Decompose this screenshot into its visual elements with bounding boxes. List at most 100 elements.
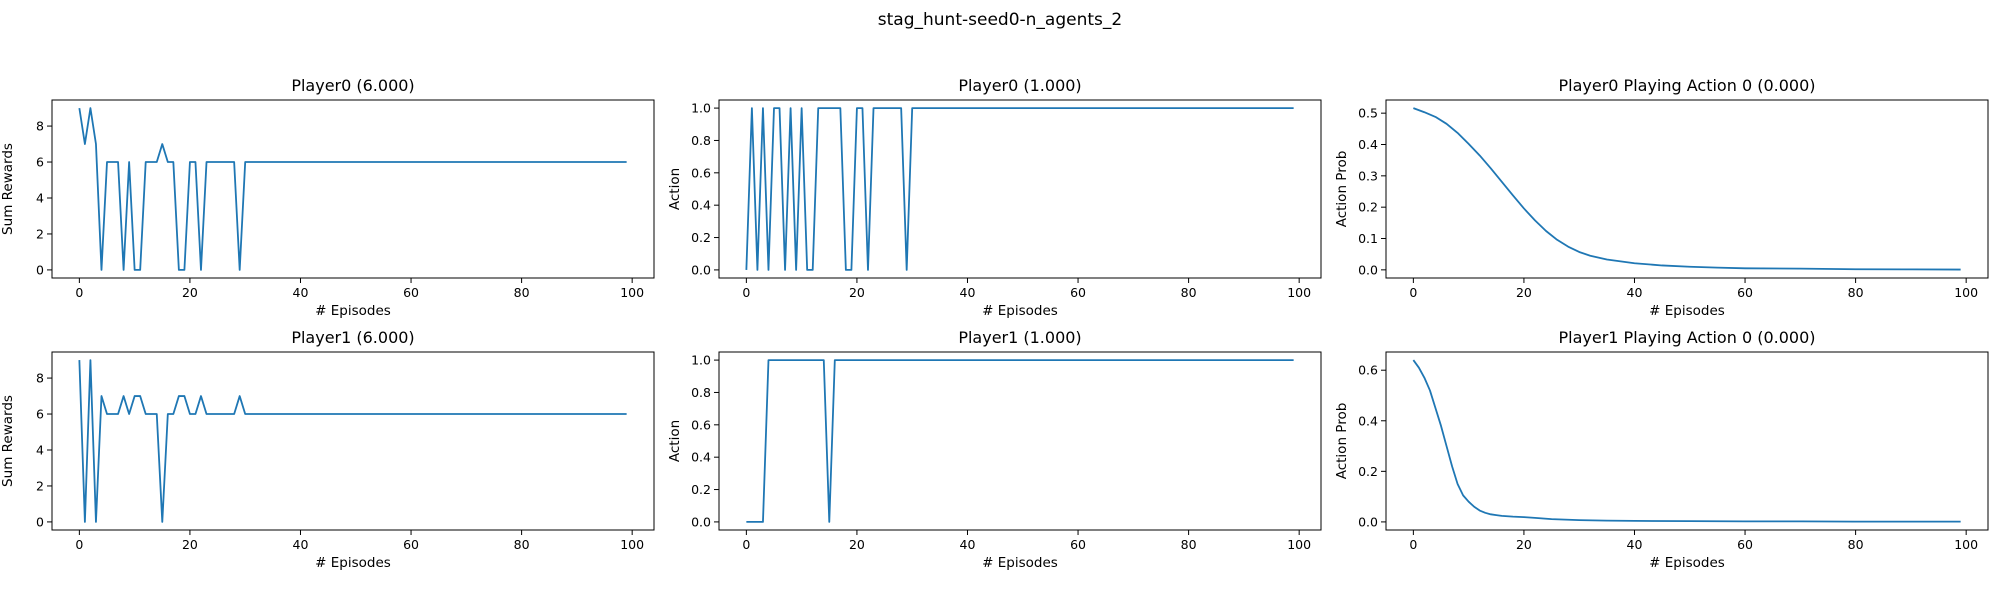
x-tick-label: 80: [1848, 537, 1864, 552]
x-tick-label: 100: [1954, 285, 1978, 300]
series-line: [78, 107, 627, 271]
subplot-title: Player1 (6.000): [291, 328, 414, 347]
y-tick-label: 6: [36, 407, 44, 422]
axes-frame: [51, 351, 655, 531]
y-tick-label: 2: [36, 226, 44, 241]
y-axis-label: Action Prob: [1334, 151, 1350, 228]
y-tick-label: 0.6: [691, 417, 711, 432]
y-tick-label: 0.4: [691, 198, 711, 213]
x-tick-label: 80: [1181, 537, 1197, 552]
y-tick-label: 4: [36, 442, 44, 457]
x-tick-label: 60: [403, 537, 419, 552]
y-tick-label: 1.0: [691, 101, 711, 116]
y-tick-label: 0.5: [1358, 106, 1378, 121]
axes-frame: [718, 351, 1322, 531]
x-tick-label: 0: [742, 537, 750, 552]
subplot-title: Player1 Playing Action 0 (0.000): [1559, 328, 1816, 347]
x-tick-label: 60: [1737, 537, 1753, 552]
x-axis-label: # Episodes: [1649, 555, 1725, 571]
y-tick-label: 0.8: [691, 385, 711, 400]
x-tick-label: 60: [1070, 537, 1086, 552]
y-tick-label: 0: [36, 514, 44, 529]
x-tick-label: 80: [514, 285, 530, 300]
x-tick-label: 100: [620, 537, 644, 552]
x-tick-label: 100: [620, 285, 644, 300]
y-tick-label: 0.0: [691, 262, 711, 277]
y-tick-label: 0.6: [691, 165, 711, 180]
y-axis-label: Sum Rewards: [0, 395, 16, 487]
x-tick-label: 20: [182, 285, 198, 300]
y-tick-label: 0.1: [1358, 231, 1378, 246]
series-line: [1413, 107, 1961, 271]
x-tick-label: 100: [1954, 537, 1978, 552]
y-tick-label: 0.0: [691, 514, 711, 529]
y-tick-label: 4: [36, 190, 44, 205]
subplot-4: Player1 (6.000) 0 20 40 60 80 100 0 2 4 6 8 # Episod…: [0, 328, 655, 571]
y-tick-label: 0.3: [1358, 168, 1378, 183]
subplot-title: Player0 Playing Action 0 (0.000): [1559, 76, 1816, 95]
subplot-title: Player0 (6.000): [291, 76, 414, 95]
x-tick-label: 100: [1287, 285, 1311, 300]
x-tick-label: 20: [1516, 285, 1532, 300]
y-axis-label: Sum Rewards: [0, 143, 16, 235]
subplot-title: Player1 (1.000): [958, 328, 1081, 347]
x-tick-label: 20: [1516, 537, 1532, 552]
subplot-3: Player0 Playing Action 0 (0.000) 0 20 40 60 8…: [1334, 76, 1989, 319]
y-tick-label: 0.4: [1358, 137, 1378, 152]
subplot-1: Player0 (6.000) 0 20 40 60 80 100 0 2 4 6 8 # Episod…: [0, 76, 655, 319]
x-tick-label: 40: [293, 285, 309, 300]
y-tick-label: 0.0: [1358, 262, 1378, 277]
series-line: [78, 359, 627, 523]
y-tick-label: 0.2: [691, 230, 711, 245]
x-tick-label: 40: [1627, 285, 1643, 300]
x-tick-label: 100: [1287, 537, 1311, 552]
x-tick-label: 60: [403, 285, 419, 300]
x-tick-label: 0: [742, 285, 750, 300]
y-tick-label: 8: [36, 119, 44, 134]
axes-frame: [51, 99, 655, 279]
x-tick-label: 20: [182, 537, 198, 552]
x-tick-label: 0: [75, 537, 83, 552]
x-axis-label: # Episodes: [1649, 303, 1725, 319]
y-tick-label: 0.2: [1358, 464, 1378, 479]
x-tick-label: 40: [293, 537, 309, 552]
y-tick-label: 6: [36, 155, 44, 170]
x-tick-label: 0: [1409, 537, 1417, 552]
y-tick-label: 8: [36, 371, 44, 386]
subplot-5: Player1 (1.000) 0 20 40 60 80 100 0.0 0.2 0.4 0.6 0…: [667, 328, 1322, 571]
y-tick-label: 0.4: [691, 450, 711, 465]
x-tick-label: 40: [960, 285, 976, 300]
y-axis-label: Action Prob: [1334, 403, 1350, 480]
y-tick-label: 1.0: [691, 353, 711, 368]
x-tick-label: 80: [1848, 285, 1864, 300]
figure-suptitle: stag_hunt-seed0-n_agents_2: [878, 10, 1122, 30]
x-tick-label: 80: [514, 537, 530, 552]
x-axis-label: # Episodes: [982, 303, 1058, 319]
x-tick-label: 60: [1070, 285, 1086, 300]
y-tick-label: 0.2: [691, 482, 711, 497]
y-tick-label: 0.4: [1358, 413, 1378, 428]
series-line: [746, 359, 1294, 523]
axes-frame: [718, 99, 1322, 279]
y-tick-label: 2: [36, 478, 44, 493]
x-tick-label: 20: [849, 537, 865, 552]
subplot-6: Player1 Playing Action 0 (0.000) 0 20 40 60 8…: [1334, 328, 1989, 571]
y-axis-label: Action: [667, 168, 683, 210]
axes-frame: [1385, 99, 1989, 279]
y-tick-label: 0.0: [1358, 514, 1378, 529]
x-tick-label: 40: [960, 537, 976, 552]
series-line: [1412, 359, 1961, 523]
y-tick-label: 0.6: [1358, 363, 1378, 378]
x-tick-label: 60: [1737, 285, 1753, 300]
x-axis-label: # Episodes: [315, 303, 391, 319]
x-tick-label: 0: [1409, 285, 1417, 300]
y-tick-label: 0.2: [1358, 200, 1378, 215]
subplot-title: Player0 (1.000): [958, 76, 1081, 95]
x-tick-label: 40: [1627, 537, 1643, 552]
y-tick-label: 0: [36, 262, 44, 277]
y-tick-label: 0.8: [691, 133, 711, 148]
x-tick-label: 80: [1181, 285, 1197, 300]
series-line: [745, 107, 1294, 271]
